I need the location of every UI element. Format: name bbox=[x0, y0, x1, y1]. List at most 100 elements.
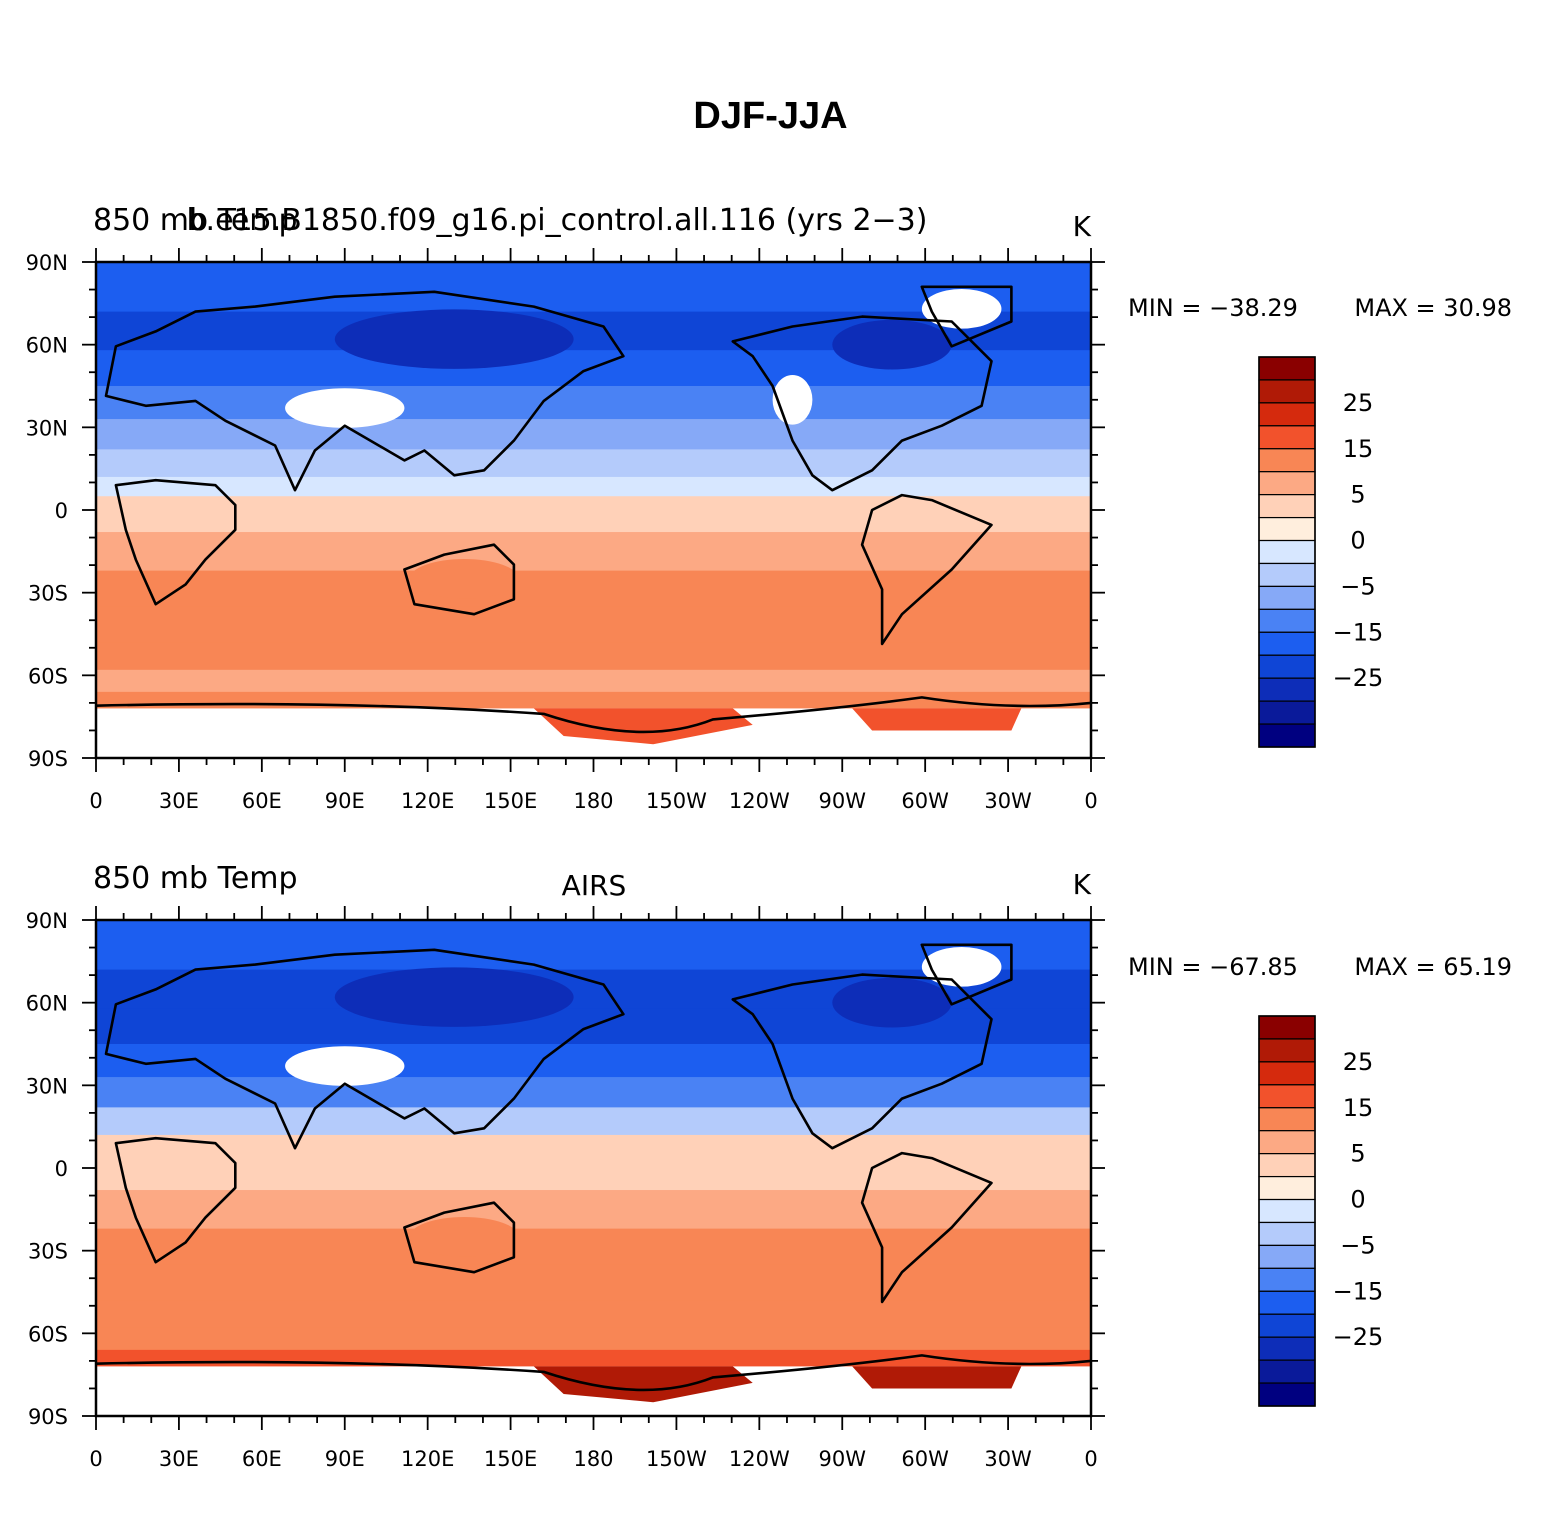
colorbar-box bbox=[1258, 471, 1316, 496]
panel-units: K bbox=[1073, 868, 1092, 901]
map-features bbox=[96, 285, 1091, 758]
lat-tick-label: 60S bbox=[28, 1322, 68, 1346]
field-band bbox=[96, 642, 1091, 671]
lon-tick-label: 90E bbox=[325, 789, 365, 813]
field-band bbox=[96, 496, 1091, 534]
lat-tick-label: 90N bbox=[26, 909, 68, 933]
lon-tick-label: 60E bbox=[242, 789, 282, 813]
field-band bbox=[96, 570, 1091, 608]
coastline bbox=[104, 948, 625, 1150]
colorbar-box bbox=[1258, 1061, 1316, 1086]
lon-tick-label: 180 bbox=[573, 1447, 613, 1471]
panel-left-title: 850 mb Temp bbox=[93, 861, 298, 896]
colorbar-box bbox=[1258, 654, 1316, 679]
lon-tick-label: 120E bbox=[401, 1447, 454, 1471]
colorbar-label: 25 bbox=[1343, 1048, 1374, 1076]
coastline bbox=[114, 478, 237, 606]
lon-tick-label: 30W bbox=[984, 1447, 1032, 1471]
colorbar-label: 0 bbox=[1350, 527, 1365, 555]
field-band bbox=[96, 1264, 1091, 1302]
lon-tick-label: 30E bbox=[159, 1447, 199, 1471]
lon-tick-label: 30E bbox=[159, 789, 199, 813]
lon-tick-label: 180 bbox=[573, 789, 613, 813]
colorbar-box bbox=[1258, 356, 1316, 381]
lon-tick-label: 150W bbox=[646, 789, 707, 813]
latitude-labels: 90N 60N 30N 0 30S 60S 90S bbox=[26, 909, 68, 1429]
cold-region bbox=[334, 967, 574, 1027]
field-band bbox=[96, 1159, 1091, 1192]
colorbar-box bbox=[1258, 1038, 1316, 1063]
colorbar-box bbox=[1258, 1244, 1316, 1269]
field-band bbox=[96, 532, 1091, 572]
lon-tick-label: 60W bbox=[901, 789, 949, 813]
colorbar-box bbox=[1258, 1015, 1316, 1040]
colorbar-box bbox=[1258, 585, 1316, 610]
lat-tick-label: 0 bbox=[55, 499, 68, 523]
field-band bbox=[96, 1300, 1091, 1329]
lon-tick-label: 60E bbox=[242, 1447, 282, 1471]
lon-tick-label: 120W bbox=[729, 789, 790, 813]
missing-data bbox=[285, 1046, 405, 1086]
missing-data bbox=[285, 388, 405, 428]
colorbar-box bbox=[1258, 1153, 1316, 1178]
lat-tick-label: 0 bbox=[55, 1157, 68, 1181]
longitude-labels: 0 30E 60E 90E 120E 150E 180 150W 120W 90W 60W 30W 0 bbox=[89, 789, 1097, 813]
colorbar: 25 15 5 0 −5 −15 −25 bbox=[1258, 356, 1384, 748]
lat-tick-label: 60N bbox=[26, 992, 68, 1016]
colorbar-box bbox=[1258, 379, 1316, 404]
colorbar-frame bbox=[1258, 1015, 1316, 1407]
lon-tick-label: 120W bbox=[729, 1447, 790, 1471]
colorbar-box bbox=[1258, 631, 1316, 656]
missing-data bbox=[921, 289, 1002, 329]
main-title: DJF-JJA bbox=[693, 95, 848, 137]
cold-region bbox=[832, 319, 952, 370]
colorbar-label: 5 bbox=[1350, 1140, 1365, 1168]
max-label: MAX = 30.98 bbox=[1354, 294, 1512, 322]
colorbar-label: 15 bbox=[1343, 1094, 1374, 1122]
colorbar-label: −5 bbox=[1340, 572, 1375, 600]
lon-tick-label: 150W bbox=[646, 1447, 707, 1471]
colorbar-label: −25 bbox=[1333, 1323, 1384, 1351]
field-band bbox=[96, 419, 1091, 451]
colorbar-box bbox=[1258, 1382, 1316, 1407]
lat-tick-label: 60N bbox=[26, 334, 68, 358]
colorbar-box bbox=[1258, 677, 1316, 702]
colorbar-label: −15 bbox=[1333, 618, 1384, 646]
lon-tick-label: 90W bbox=[819, 1447, 867, 1471]
field-band bbox=[96, 1134, 1091, 1161]
min-label: MIN = −38.29 bbox=[1128, 294, 1298, 322]
lon-tick-label: 0 bbox=[89, 1447, 102, 1471]
warm-region bbox=[533, 708, 753, 745]
colorbar-label: 0 bbox=[1350, 1186, 1365, 1214]
colorbar-box bbox=[1258, 1221, 1316, 1247]
cold-region bbox=[832, 977, 952, 1028]
axis-ticks bbox=[82, 906, 1105, 1430]
coastline bbox=[731, 973, 993, 1150]
lon-tick-label: 150E bbox=[484, 1447, 537, 1471]
coastline bbox=[860, 493, 993, 646]
coastline bbox=[731, 315, 993, 492]
colorbar-label: 25 bbox=[1343, 389, 1374, 417]
missing-data bbox=[921, 947, 1002, 987]
lat-tick-label: 30N bbox=[26, 416, 68, 440]
lon-tick-label: 0 bbox=[89, 789, 102, 813]
field-band bbox=[96, 1107, 1091, 1136]
longitude-labels: 0 30E 60E 90E 120E 150E 180 150W 120W 90W 60W 30W 0 bbox=[89, 1447, 1097, 1471]
colorbar-box bbox=[1258, 1290, 1316, 1315]
field-band bbox=[96, 1077, 1091, 1109]
field-band bbox=[96, 476, 1091, 498]
lon-tick-label: 0 bbox=[1084, 1447, 1097, 1471]
lat-tick-label: 30S bbox=[28, 582, 68, 606]
colorbar-label: 15 bbox=[1343, 435, 1374, 463]
coastline bbox=[403, 543, 516, 616]
axis-ticks bbox=[82, 248, 1105, 772]
colorbar-box bbox=[1258, 1198, 1316, 1224]
field-band bbox=[96, 606, 1091, 644]
warm-region bbox=[852, 1366, 1022, 1389]
map-features bbox=[96, 943, 1091, 1416]
min-label: MIN = −67.85 bbox=[1128, 953, 1298, 981]
panel-units: K bbox=[1073, 210, 1092, 243]
lat-tick-label: 60S bbox=[28, 664, 68, 688]
field-band bbox=[96, 449, 1091, 478]
